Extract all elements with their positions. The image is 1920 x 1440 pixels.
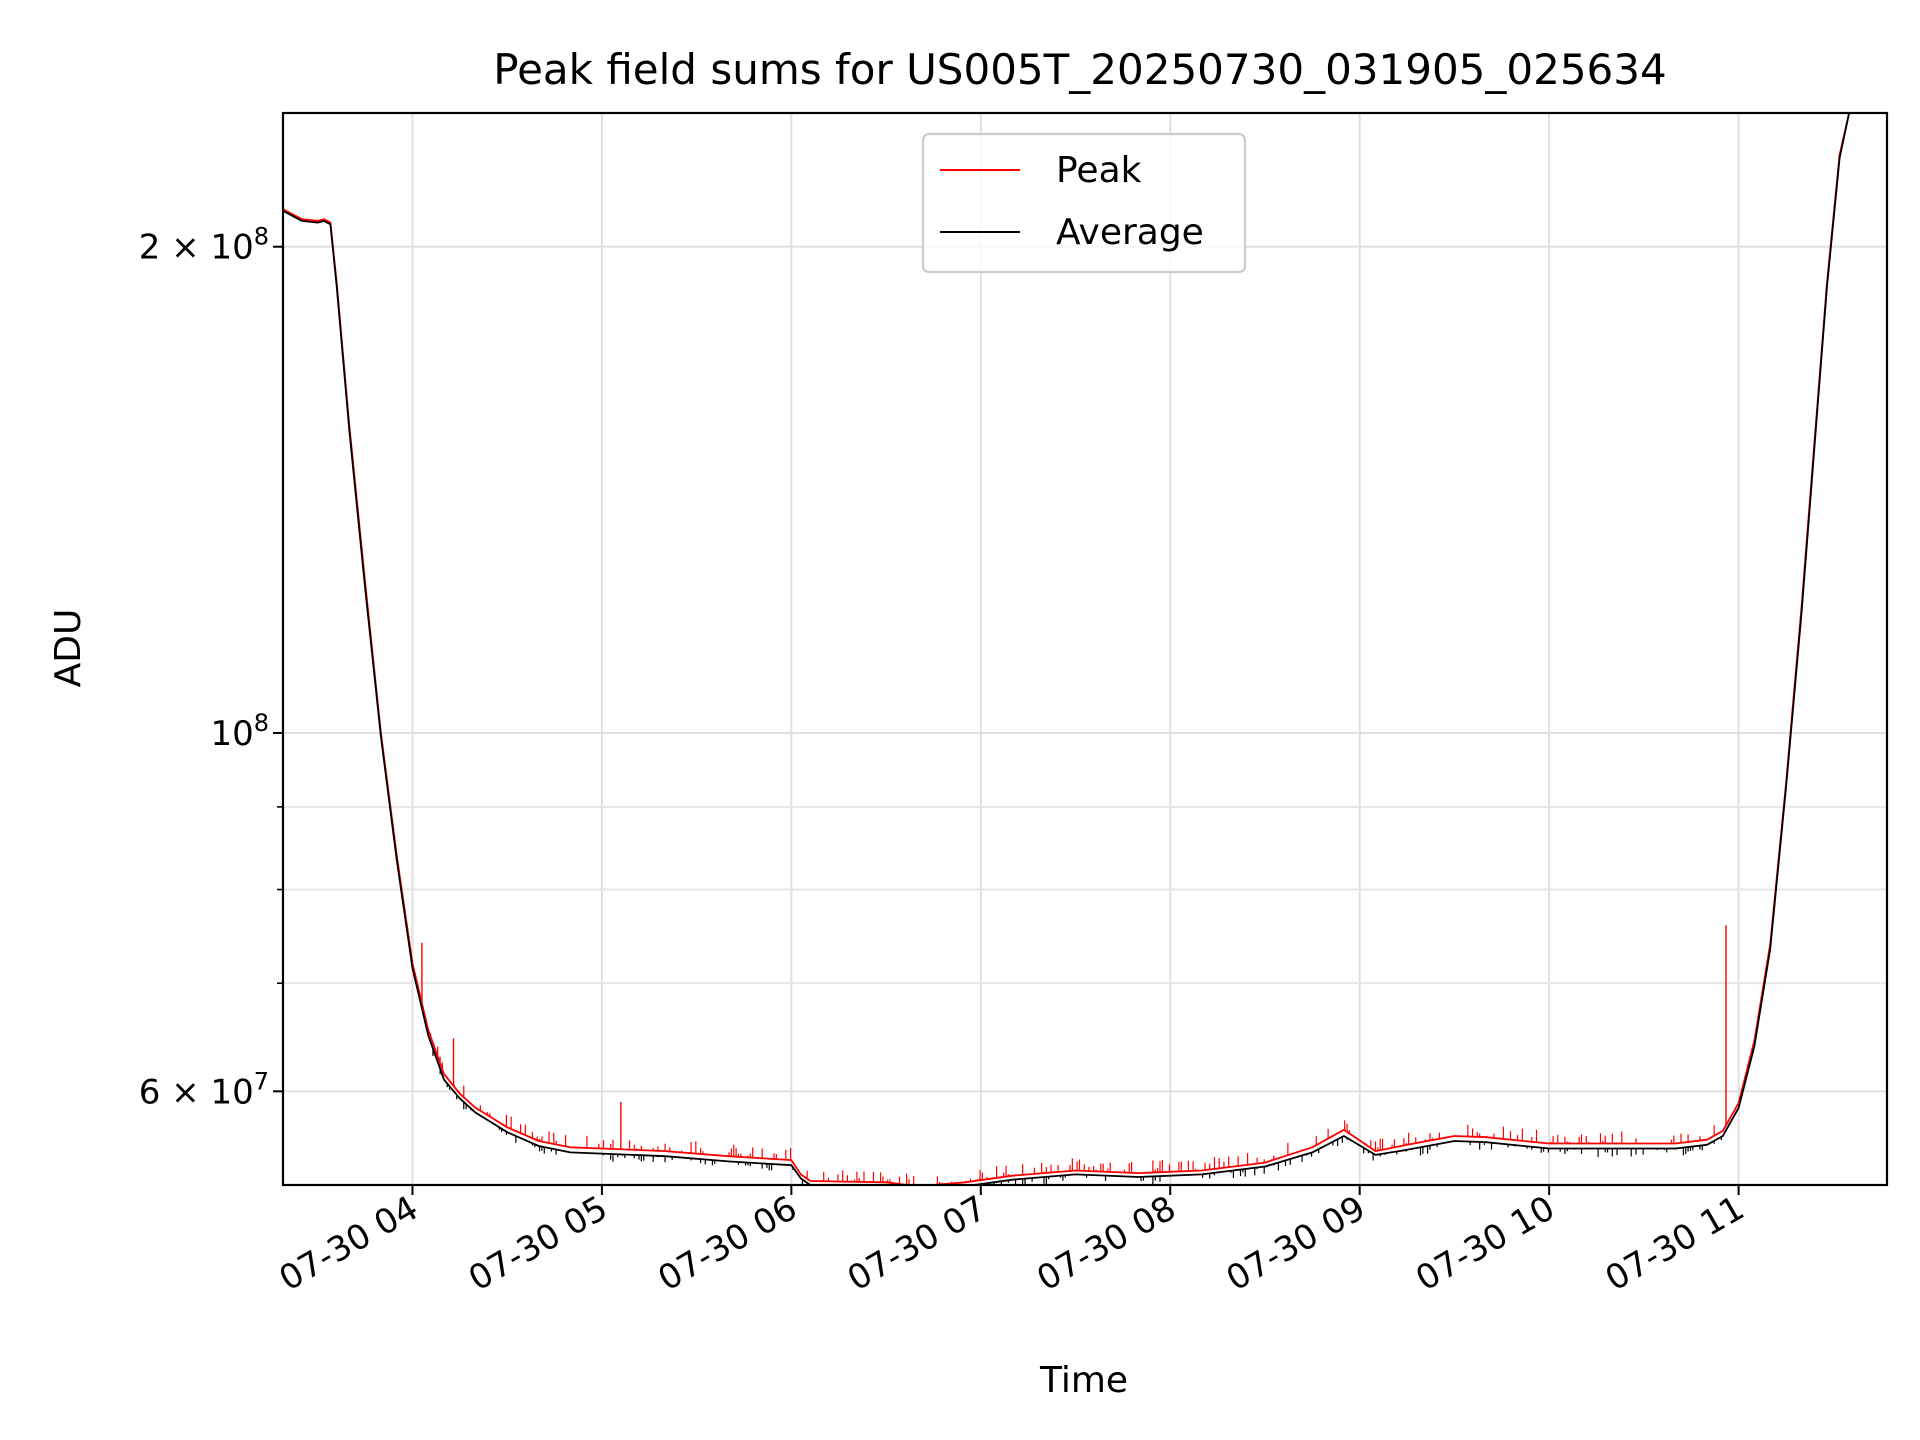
y-axis-ticks: 6 × 107 108 2 × 108 bbox=[139, 223, 283, 1112]
legend-label-peak: Peak bbox=[1056, 150, 1142, 191]
y-axis-label: ADU bbox=[48, 609, 89, 688]
spikes-group bbox=[421, 925, 1727, 1185]
chart-title: Peak field sums for US005T_20250730_0319… bbox=[493, 45, 1666, 94]
plot-frame bbox=[281, 111, 1889, 1187]
series-line-average bbox=[283, 113, 1887, 1185]
legend: Peak Average bbox=[921, 132, 1247, 274]
legend-box bbox=[921, 132, 1247, 274]
x-axis-label: Time bbox=[1039, 1360, 1128, 1401]
y-tick-label: 2 × 108 bbox=[139, 223, 269, 268]
y-tick-label: 108 bbox=[210, 709, 269, 754]
y-tick-label: 6 × 107 bbox=[139, 1067, 269, 1112]
legend-label-average: Average bbox=[1056, 212, 1204, 253]
